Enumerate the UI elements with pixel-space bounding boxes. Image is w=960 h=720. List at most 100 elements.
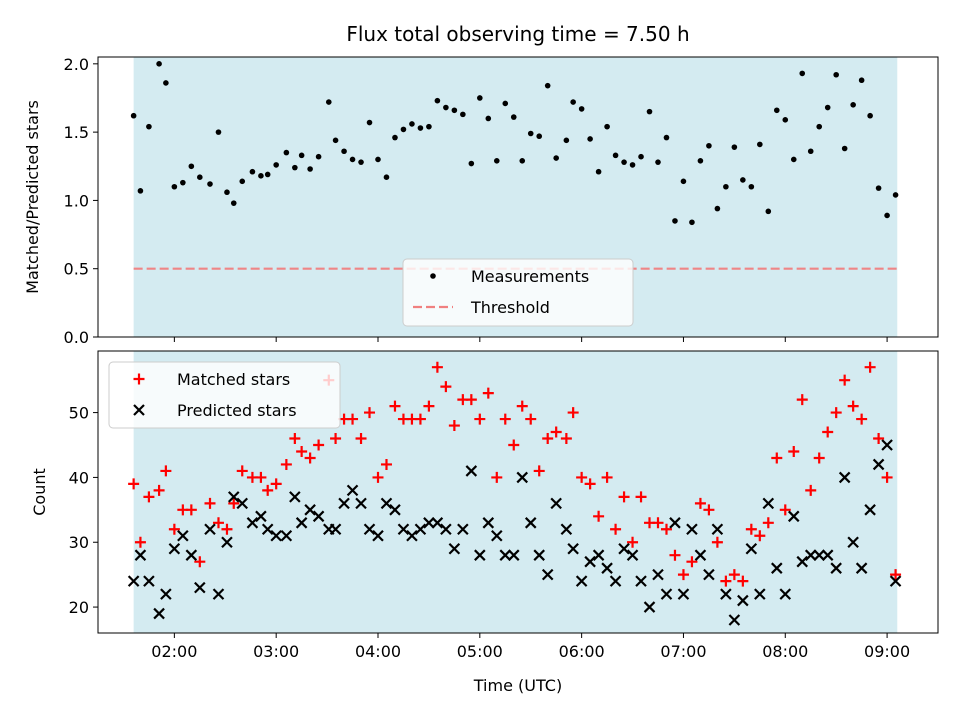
measurement-point [315, 153, 322, 160]
measurement-point [563, 137, 570, 144]
measurement-point [307, 166, 313, 172]
matched-stars-point [134, 536, 146, 548]
measurement-point [773, 107, 780, 114]
legend: Matched stars Predicted stars [108, 361, 341, 429]
measurement-point [383, 174, 390, 180]
predicted-stars-point [227, 491, 240, 503]
measurement-point [409, 121, 415, 127]
measurement-point [468, 160, 475, 167]
measurement-point [207, 181, 213, 187]
predicted-stars-point [643, 601, 656, 613]
y-tick-label: 1.0 [64, 191, 89, 210]
measurement-point [519, 158, 526, 164]
matched-stars-point [431, 361, 443, 373]
measurement-point [697, 158, 704, 164]
predicted-stars-point [465, 465, 478, 477]
matched-stars-point [618, 491, 630, 503]
measurement-point [197, 174, 203, 180]
matched-stars-point [491, 471, 503, 483]
matched-stars-point [204, 497, 216, 509]
measurement-point [358, 159, 364, 165]
legend-key-predicted [133, 404, 145, 416]
matched-stars-point [593, 510, 605, 522]
x-axis-label: Time (UTC) [473, 676, 562, 695]
predicted-stars-point [280, 529, 293, 542]
measurement-point [672, 218, 678, 224]
measurement-point [171, 183, 178, 190]
legend-key-measurements [430, 273, 436, 279]
legend-key-matched [133, 373, 145, 385]
predicted-stars-point [754, 588, 766, 600]
matched-stars-point [525, 413, 537, 425]
legend-label: Measurements [471, 267, 589, 286]
measurement-point [833, 71, 839, 78]
matched-stars-point [160, 465, 172, 477]
matched-stars-point [720, 575, 732, 587]
matched-stars-point [228, 497, 240, 509]
predicted-stars-point [872, 458, 885, 471]
measurement-point [748, 183, 755, 190]
matched-stars-point [652, 517, 664, 529]
measurement-point [578, 106, 585, 112]
predicted-stars-point [261, 523, 274, 536]
measurement-point [258, 173, 264, 179]
predicted-stars-point [482, 517, 495, 529]
matched-stars-point [610, 523, 622, 535]
predicted-stars-point [246, 517, 259, 529]
predicted-stars-point [524, 517, 537, 529]
predicted-stars-point [635, 575, 647, 587]
predicted-stars-point [694, 549, 707, 561]
predicted-stars-point [507, 549, 520, 561]
predicted-stars-point [601, 562, 613, 574]
measurement-point [273, 162, 279, 168]
measurement-point [485, 115, 492, 122]
predicted-stars-point [728, 614, 741, 626]
matched-stars-point [516, 400, 528, 412]
predicted-stars-point [499, 549, 512, 561]
matched-stars-point [212, 517, 224, 529]
predicted-stars-point [762, 497, 775, 510]
matched-stars-point [347, 413, 359, 425]
predicted-stars-point [143, 575, 155, 587]
matched-stars-point [255, 471, 267, 483]
measurement-point [604, 123, 610, 130]
measurement-point [493, 158, 500, 164]
predicted-stars-point [855, 562, 868, 574]
predicted-stars-point [414, 523, 427, 536]
predicted-stars-point [838, 471, 851, 484]
predicted-stars-point [448, 542, 461, 555]
measurement-point [689, 219, 695, 226]
measurement-point [224, 189, 230, 196]
measurement-point [527, 130, 534, 137]
measurement-point [451, 107, 458, 114]
predicted-stars-point [440, 523, 452, 536]
predicted-stars-point [660, 588, 673, 600]
predicted-stars-point [194, 581, 206, 594]
predicted-stars-point [474, 549, 486, 561]
matched-stars-point [313, 439, 325, 451]
matched-stars-point [550, 426, 562, 438]
legend-label: Predicted stars [177, 401, 297, 420]
predicted-stars-point [406, 529, 418, 542]
matched-stars-point [194, 556, 206, 568]
predicted-stars-point [160, 588, 172, 600]
predicted-stars-point [609, 575, 622, 587]
x-tick-label: 07:00 [660, 642, 706, 661]
predicted-stars-point [686, 523, 698, 536]
matched-stars-point [669, 549, 681, 561]
measurement-point [156, 61, 162, 67]
matched-stars-point [779, 504, 791, 516]
measurement-point [706, 142, 712, 149]
matched-stars-point [754, 530, 766, 542]
measurement-point [884, 212, 890, 219]
predicted-stars-point [127, 575, 140, 587]
matched-stars-point [262, 484, 274, 496]
x-tick-label: 06:00 [559, 642, 605, 661]
legend-label: Threshold [470, 298, 550, 317]
predicted-stars-point [771, 562, 783, 574]
matched-stars-point [143, 491, 155, 503]
measurement-point [850, 102, 856, 108]
matched-stars-point [881, 471, 893, 483]
measurement-point [366, 119, 373, 126]
measurement-point [130, 112, 137, 119]
